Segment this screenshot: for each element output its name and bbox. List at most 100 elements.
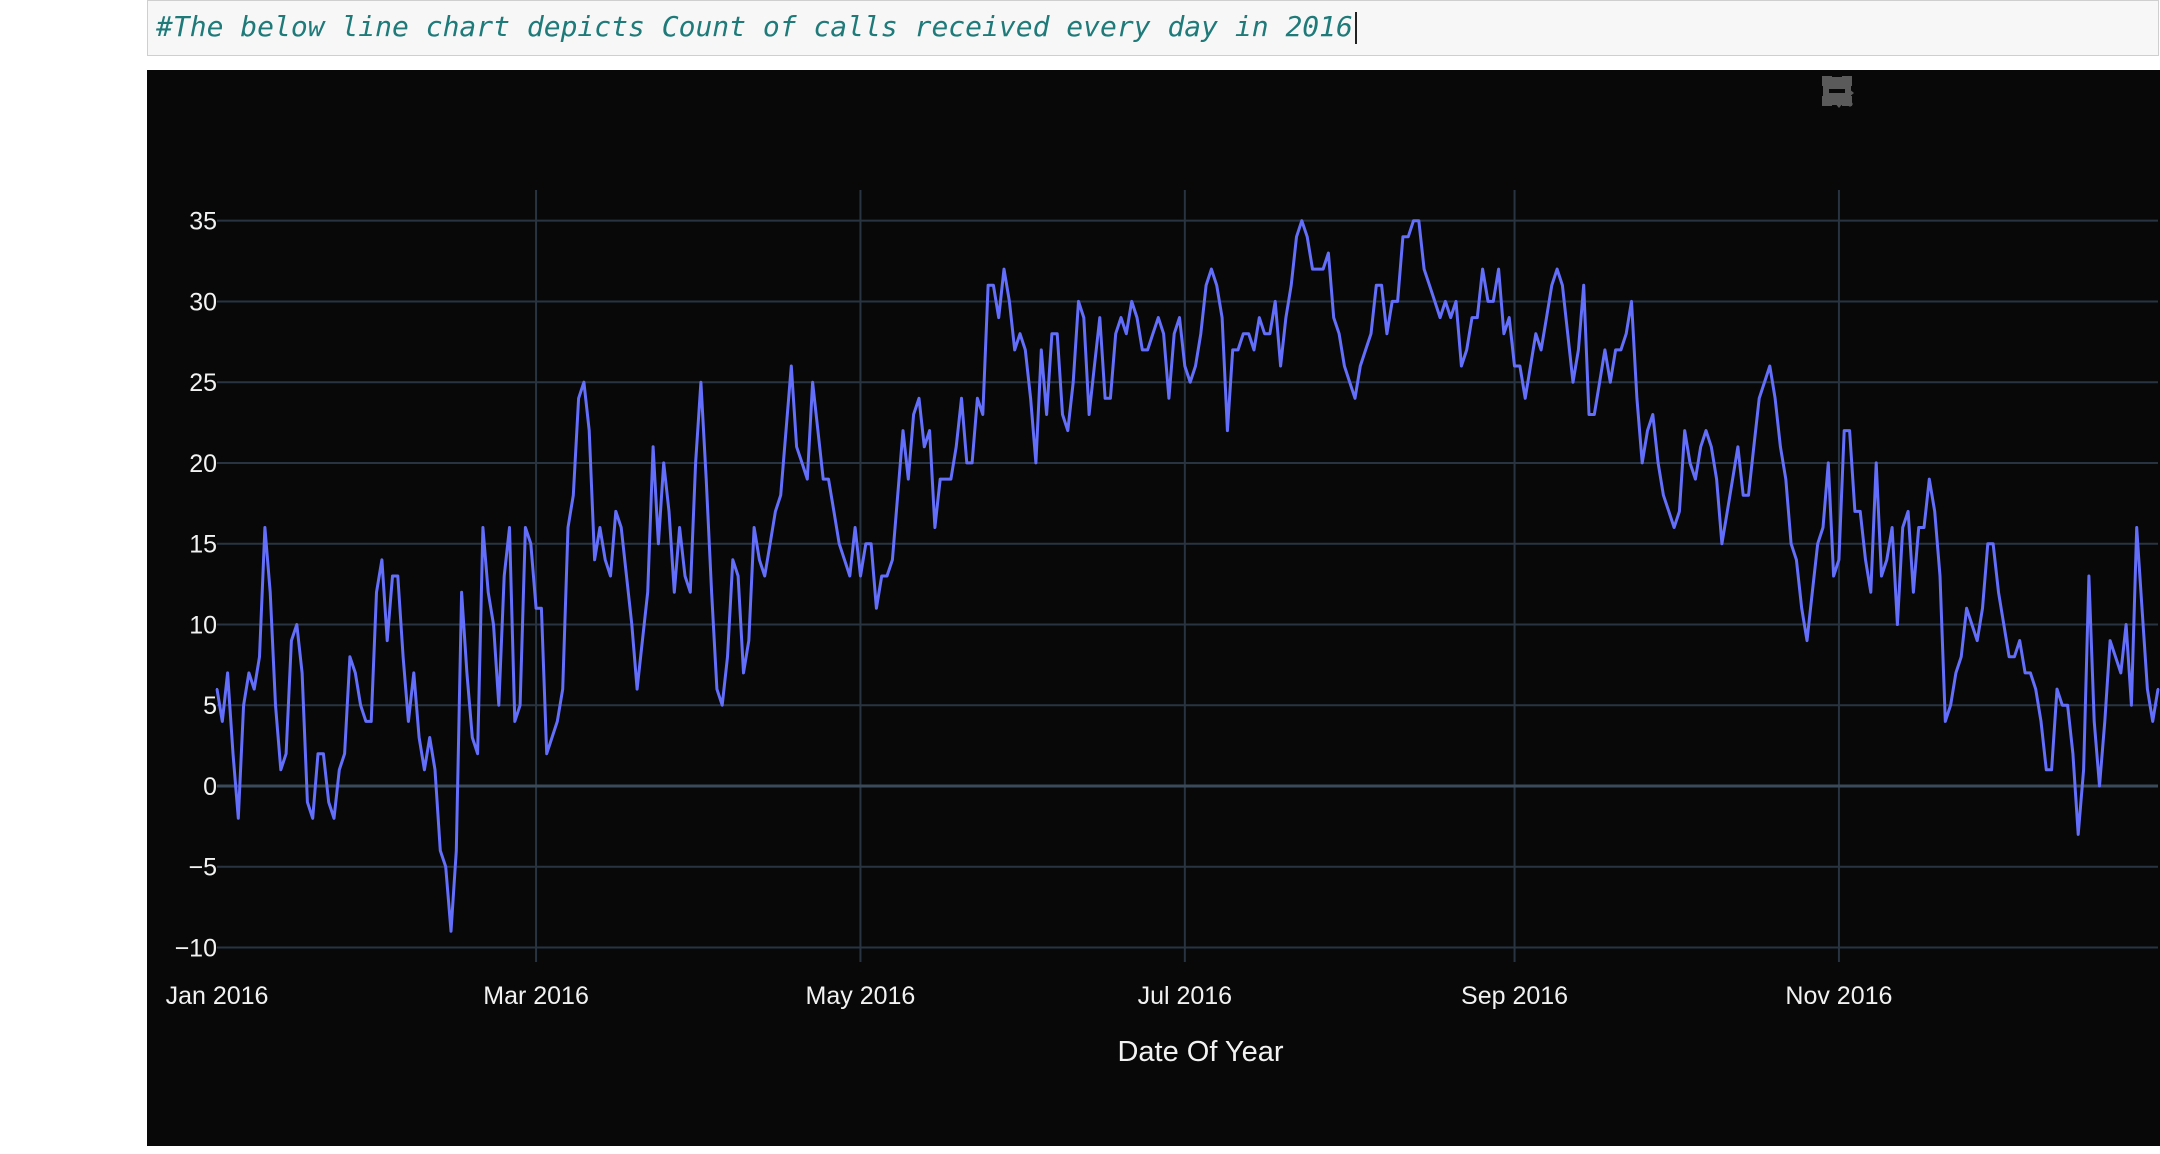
- data-point: [1619, 348, 1623, 352]
- data-point: [1656, 461, 1660, 465]
- pan-icon[interactable]: [1824, 78, 1982, 117]
- data-point: [1513, 364, 1516, 368]
- line-chart[interactable]: Jan 2016 Mar 2016 May 2016 Jul 2016 Sep 2016…: [147, 70, 2160, 1146]
- data-point: [508, 526, 511, 529]
- data-point: [635, 687, 639, 691]
- data-point: [1864, 558, 1867, 561]
- data-point: [1917, 526, 1920, 529]
- data-point: [1630, 300, 1633, 303]
- data-point: [1747, 494, 1750, 497]
- data-point: [1098, 316, 1101, 319]
- data-point: [1226, 429, 1229, 432]
- data-point: [407, 720, 410, 723]
- data-point: [1704, 429, 1708, 432]
- data-point: [284, 752, 288, 755]
- data-point: [2050, 768, 2053, 771]
- y-tick-label: 20: [189, 450, 217, 478]
- series-line: [215, 219, 2160, 933]
- data-point: [2013, 655, 2016, 658]
- data-point: [492, 623, 495, 626]
- data-point: [354, 671, 357, 675]
- data-point: [1465, 348, 1468, 352]
- data-point: [1279, 364, 1282, 368]
- data-point: [2093, 720, 2096, 723]
- autoscale-icon[interactable]: [1822, 76, 2154, 117]
- data-point: [1635, 397, 1639, 400]
- data-point: [1252, 348, 1256, 352]
- data-point: [2061, 704, 2064, 707]
- zoom-icon[interactable]: [1824, 78, 1932, 117]
- data-point: [641, 639, 644, 642]
- data-point: [534, 607, 538, 610]
- y-tick-label: 30: [189, 288, 217, 316]
- data-point: [1587, 413, 1591, 416]
- data-point: [348, 655, 352, 658]
- code-comment-line[interactable]: #The below line chart depicts Count of c…: [156, 10, 1357, 44]
- data-point: [449, 930, 453, 933]
- data-point: [1040, 348, 1043, 352]
- data-point: [423, 768, 426, 771]
- data-point: [274, 704, 277, 707]
- data-point: [444, 865, 447, 868]
- data-point: [332, 817, 336, 820]
- data-point: [1837, 558, 1841, 561]
- data-point: [774, 510, 777, 513]
- data-point: [1566, 332, 1569, 335]
- data-point: [2007, 655, 2011, 658]
- data-point: [1784, 477, 1788, 481]
- data-point: [417, 736, 421, 739]
- data-point: [540, 607, 543, 610]
- data-point: [300, 671, 304, 675]
- data-point: [1231, 348, 1234, 352]
- data-point: [391, 574, 394, 578]
- data-point: [1555, 267, 1559, 271]
- data-point: [790, 364, 793, 368]
- data-point: [503, 574, 506, 578]
- data-point: [1173, 332, 1176, 335]
- data-point: [2156, 687, 2160, 691]
- data-point: [694, 461, 697, 465]
- data-point: [763, 574, 766, 578]
- data-point: [1417, 219, 1421, 222]
- data-point: [1720, 542, 1724, 545]
- data-point: [731, 558, 734, 561]
- y-tick-label: 35: [189, 208, 217, 236]
- zoom-out-icon[interactable]: [1823, 77, 2104, 117]
- data-point: [1295, 235, 1298, 238]
- data-point: [1773, 397, 1777, 400]
- data-point: [1045, 413, 1048, 416]
- data-point: [2082, 768, 2085, 771]
- data-point: [1337, 332, 1341, 335]
- data-point: [2034, 687, 2037, 691]
- data-point: [1236, 348, 1240, 352]
- data-point: [609, 574, 612, 578]
- data-point: [577, 397, 580, 400]
- data-point: [1316, 267, 1320, 271]
- data-point: [923, 445, 926, 448]
- data-point: [1433, 300, 1437, 303]
- data-point: [2124, 623, 2128, 626]
- data-point: [1609, 381, 1612, 384]
- data-point: [1146, 348, 1149, 352]
- data-point: [1880, 574, 1883, 578]
- data-point: [614, 510, 617, 513]
- data-point: [1922, 526, 1926, 529]
- data-point: [869, 542, 873, 545]
- data-point: [832, 510, 836, 513]
- data-point: [1380, 284, 1383, 287]
- x-tick-label: Sep 2016: [1461, 982, 1568, 1010]
- data-point: [1848, 429, 1851, 432]
- data-point: [726, 655, 729, 658]
- data-point: [1215, 284, 1218, 287]
- zoom-in-icon[interactable]: [1823, 77, 2054, 117]
- data-point: [742, 671, 745, 675]
- data-point: [1401, 235, 1405, 238]
- data-point: [1327, 251, 1330, 255]
- data-point: [1805, 639, 1809, 642]
- data-point: [1869, 591, 1873, 594]
- data-point: [1056, 332, 1059, 335]
- data-point: [2077, 833, 2080, 836]
- code-cell[interactable]: #The below line chart depicts Count of c…: [147, 0, 2159, 56]
- data-point: [433, 768, 437, 771]
- data-point: [901, 429, 905, 432]
